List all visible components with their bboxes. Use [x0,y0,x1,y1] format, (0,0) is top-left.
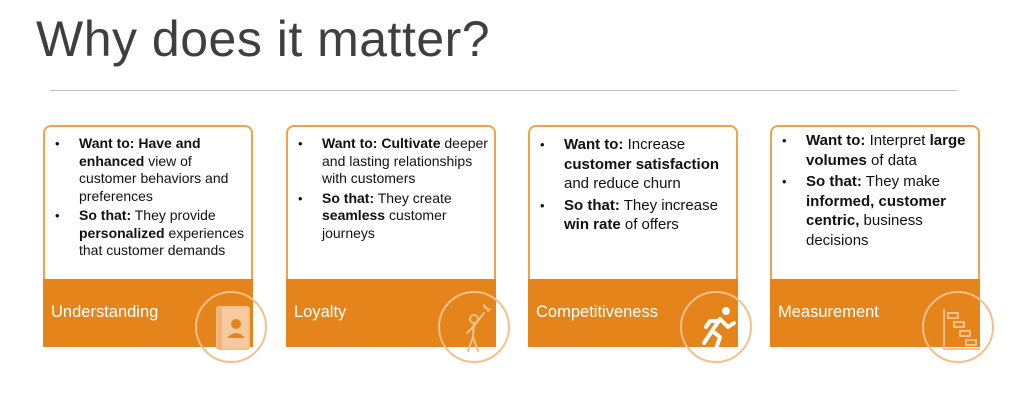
card-loyalty: Want to: Cultivate deeper and lasting re… [286,125,510,363]
card-label: Understanding [51,303,159,321]
want-pre: Interpret [869,132,926,149]
want-bullet: Want to: Have and enhanced view of custo… [53,135,247,205]
want-prefix: Want to: [322,135,378,151]
card-bullets: Want to: Increase customer satisfaction … [538,135,732,237]
want-bullet: Want to: Increase customer satisfaction … [538,135,732,194]
card-bullets: Want to: Cultivate deeper and lasting re… [296,135,490,244]
gantt-chart-icon [922,291,994,363]
card-text-box: Want to: Interpret large volumes of data… [770,125,980,279]
card-measurement: Want to: Interpret large volumes of data… [770,125,994,363]
card-text-box: Want to: Cultivate deeper and lasting re… [286,125,496,279]
so-bold: informed, customer centric, [806,192,947,230]
card-label: Loyalty [294,303,347,321]
want-bold: Cultivate [381,135,441,151]
card-bullets: Want to: Have and enhanced view of custo… [53,135,247,262]
want-text: of data [871,151,917,169]
card-competitiveness: Want to: Increase customer satisfaction … [528,125,752,363]
want-prefix: Want to: [806,132,866,149]
want-text: and reduce churn [564,175,681,192]
so-bold: seamless [322,207,386,223]
want-text: deeper and lasting relationships with cu… [322,135,488,186]
card-label: Competitiveness [536,303,658,321]
so-pre: They make [865,173,940,190]
want-bold: customer satisfaction [564,155,720,173]
want-bold: Have and enhanced [79,135,201,169]
want-prefix: Want to: [79,135,135,151]
slide-title: Why does it matter? [36,11,491,67]
so-bold: win rate [564,216,621,233]
card-text-box: Want to: Increase customer satisfaction … [528,125,738,279]
so-prefix: So that: [564,196,620,214]
so-text: customer journeys [322,207,447,241]
so-bullet: So that: They increase win rate of offer… [538,196,732,235]
so-prefix: So that: [322,189,375,206]
so-text: experiences that customer demands [79,224,244,259]
card-understanding: Want to: Have and enhanced view of custo… [43,125,267,363]
want-bullet: Want to: Cultivate deeper and lasting re… [296,135,490,188]
card-label: Measurement [778,303,879,321]
so-pre: They increase [623,196,718,214]
want-prefix: Want to: [564,136,624,153]
so-bullet: So that: They provide personalized exper… [53,207,247,260]
title-divider [50,90,957,91]
so-bold: personalized [79,224,165,241]
want-pre: Increase [627,136,686,153]
so-prefix: So that: [79,207,132,223]
person-celebrating-icon [438,291,510,363]
so-text: of offers [624,216,679,233]
contact-book-icon [195,291,267,363]
card-bullets: Want to: Interpret large volumes of data… [780,131,974,252]
want-bold: large volumes [806,132,966,169]
so-pre: They provide [134,207,216,223]
want-bullet: Want to: Interpret large volumes of data [780,131,974,170]
running-person-icon [680,291,752,363]
card-text-box: Want to: Have and enhanced view of custo… [43,125,253,279]
so-bullet: So that: They make informed, customer ce… [780,172,974,250]
want-text: view of customer behaviors and preferenc… [79,152,229,204]
so-prefix: So that: [806,173,862,190]
so-pre: They create [377,189,452,206]
so-bullet: So that: They create seamless customer j… [296,190,490,243]
so-text: business decisions [806,212,923,249]
